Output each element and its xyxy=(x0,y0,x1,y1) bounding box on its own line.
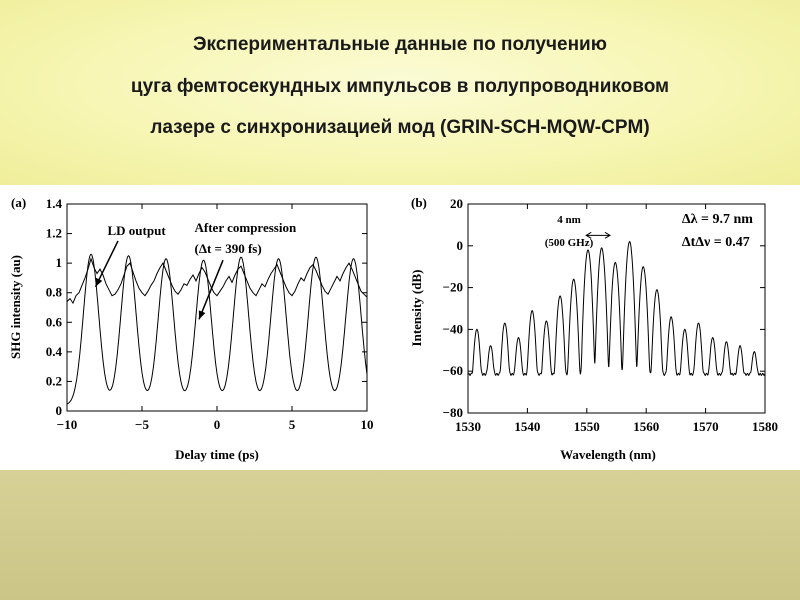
chart-a-series-after-compression xyxy=(66,253,368,405)
chart-a-y-tick-label: 0 xyxy=(56,403,63,418)
chart-b-annotation-mode-spacing: 4 nm xyxy=(557,214,581,226)
chart-b-x-tick-label: 1550 xyxy=(574,419,600,434)
chart-b-x-tick-label: 1530 xyxy=(455,419,481,434)
chart-b-y-tick-label: −80 xyxy=(443,405,463,420)
chart-a-arrow-after-compression-head xyxy=(198,310,206,320)
chart-b-x-tick-label: 1570 xyxy=(693,419,719,434)
chart-a-x-label: Delay time (ps) xyxy=(175,447,259,462)
chart-b-y-tick-label: −20 xyxy=(443,280,463,295)
chart-b-x-tick-label: 1560 xyxy=(633,419,659,434)
chart-a-x-axis: −10 −5 0 5 10 xyxy=(57,204,374,432)
chart-b-panel-label: (b) xyxy=(411,195,427,210)
chart-a-x-tick-label: −10 xyxy=(57,417,77,432)
chart-b-series-spectrum xyxy=(467,240,766,377)
slide-title-line-2: цуга фемтосекундных импульсов в полупров… xyxy=(130,76,670,97)
chart-b-annotation-mode-spacing-ghz: (500 GHz) xyxy=(545,237,594,249)
chart-b-x-tick-label: 1540 xyxy=(514,419,540,434)
chart-a-y-tick-label: 1 xyxy=(56,255,63,270)
chart-b-x-label: Wavelength (nm) xyxy=(560,447,656,462)
chart-a-x-tick-label: 5 xyxy=(289,417,296,432)
chart-b-mode-spacing-arrow xyxy=(585,231,611,239)
chart-a-arrow-ld-output xyxy=(94,240,119,288)
chart-a-y-tick-label: 1.2 xyxy=(46,226,62,241)
chart-a-series-ld-output xyxy=(66,257,368,305)
slide-footer-background xyxy=(0,470,800,600)
chart-a-annotation-ld-output: LD output xyxy=(108,223,167,238)
chart-a-x-tick-label: 10 xyxy=(361,417,374,432)
chart-a-annotation-pulse-width: (Δt = 390 fs) xyxy=(195,241,262,256)
chart-a-x-tick-label: −5 xyxy=(135,417,149,432)
chart-b-y-tick-label: 0 xyxy=(457,238,464,253)
chart-b-annotation-time-bandwidth-product: ΔtΔν = 0.47 xyxy=(682,235,750,250)
chart-b-y-tick-label: −60 xyxy=(443,363,463,378)
slide-header-background xyxy=(0,0,800,185)
chart-a-y-tick-label: 1.4 xyxy=(46,196,63,211)
chart-a-annotation-arrows xyxy=(94,240,224,320)
chart-b-y-axis: −80 −60 −40 −20 0 20 xyxy=(443,196,765,420)
chart-a-y-tick-label: 0.6 xyxy=(46,314,63,329)
chart-a-arrow-after-compression xyxy=(198,259,224,320)
chart-a-y-tick-label: 0.4 xyxy=(46,344,63,359)
figure-panel: (a) 0 0.2 0.4 0.6 0.8 1 1.2 1.4 −10 −5 0 5 10 Delay… xyxy=(0,185,800,470)
chart-b-plot-frame xyxy=(467,203,766,414)
chart-b-annotation-bandwidth: Δλ = 9.7 nm xyxy=(682,212,753,227)
chart-b-x-tick-label: 1580 xyxy=(752,419,778,434)
slide-title-line-1: Экспериментальные данные по получению xyxy=(193,34,607,55)
chart-b-y-tick-label: 20 xyxy=(450,196,463,211)
chart-a-x-tick-label: 0 xyxy=(214,417,221,432)
slide-title-line-3: лазере с синхронизацией мод (GRIN-SCH-MQ… xyxy=(150,117,650,138)
chart-b: (b) −80 −60 −40 −20 0 20 1530 1540 1550 1560 1570… xyxy=(409,195,778,462)
chart-a-y-tick-label: 0.2 xyxy=(46,373,62,388)
chart-b-x-axis: 1530 1540 1550 1560 1570 1580 xyxy=(455,204,778,434)
chart-b-y-label: Intensity (dB) xyxy=(409,270,424,347)
chart-a: (a) 0 0.2 0.4 0.6 0.8 1 1.2 1.4 −10 −5 0 5 10 Delay… xyxy=(8,195,374,462)
chart-a-y-tick-label: 0.8 xyxy=(46,285,63,300)
chart-a-arrow-ld-output-head xyxy=(95,277,103,287)
chart-a-y-axis: 0 0.2 0.4 0.6 0.8 1 1.2 1.4 xyxy=(46,196,367,418)
chart-a-panel-label: (a) xyxy=(11,195,26,210)
chart-b-y-tick-label: −40 xyxy=(443,321,463,336)
chart-a-y-label: SHG intensity (au) xyxy=(8,255,23,359)
chart-a-annotation-after-compression: After compression xyxy=(195,220,297,235)
